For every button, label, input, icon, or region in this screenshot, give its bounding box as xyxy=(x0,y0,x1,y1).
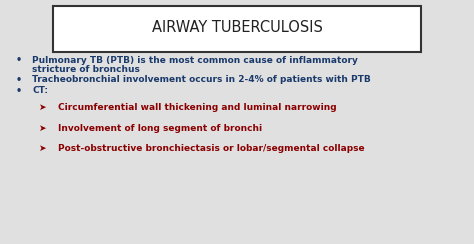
FancyBboxPatch shape xyxy=(53,6,421,52)
Text: Post-obstructive bronchiectasis or lobar/segmental collapse: Post-obstructive bronchiectasis or lobar… xyxy=(58,144,365,153)
Text: Tracheobronchial involvement occurs in 2-4% of patients with PTB: Tracheobronchial involvement occurs in 2… xyxy=(32,75,371,84)
Text: AIRWAY TUBERCULOSIS: AIRWAY TUBERCULOSIS xyxy=(152,20,322,35)
Text: Involvement of long segment of bronchi: Involvement of long segment of bronchi xyxy=(58,123,262,132)
Text: CT:: CT: xyxy=(32,86,48,95)
Text: ➤: ➤ xyxy=(39,144,46,153)
Text: stricture of bronchus: stricture of bronchus xyxy=(32,65,140,74)
Text: •: • xyxy=(16,75,22,85)
Text: Circumferential wall thickening and luminal narrowing: Circumferential wall thickening and lumi… xyxy=(58,103,337,112)
Text: •: • xyxy=(16,86,22,96)
Text: Pulmonary TB (PTB) is the most common cause of inflammatory: Pulmonary TB (PTB) is the most common ca… xyxy=(32,56,358,65)
Text: •: • xyxy=(16,55,22,65)
Text: ➤: ➤ xyxy=(39,103,46,112)
Text: ➤: ➤ xyxy=(39,123,46,132)
